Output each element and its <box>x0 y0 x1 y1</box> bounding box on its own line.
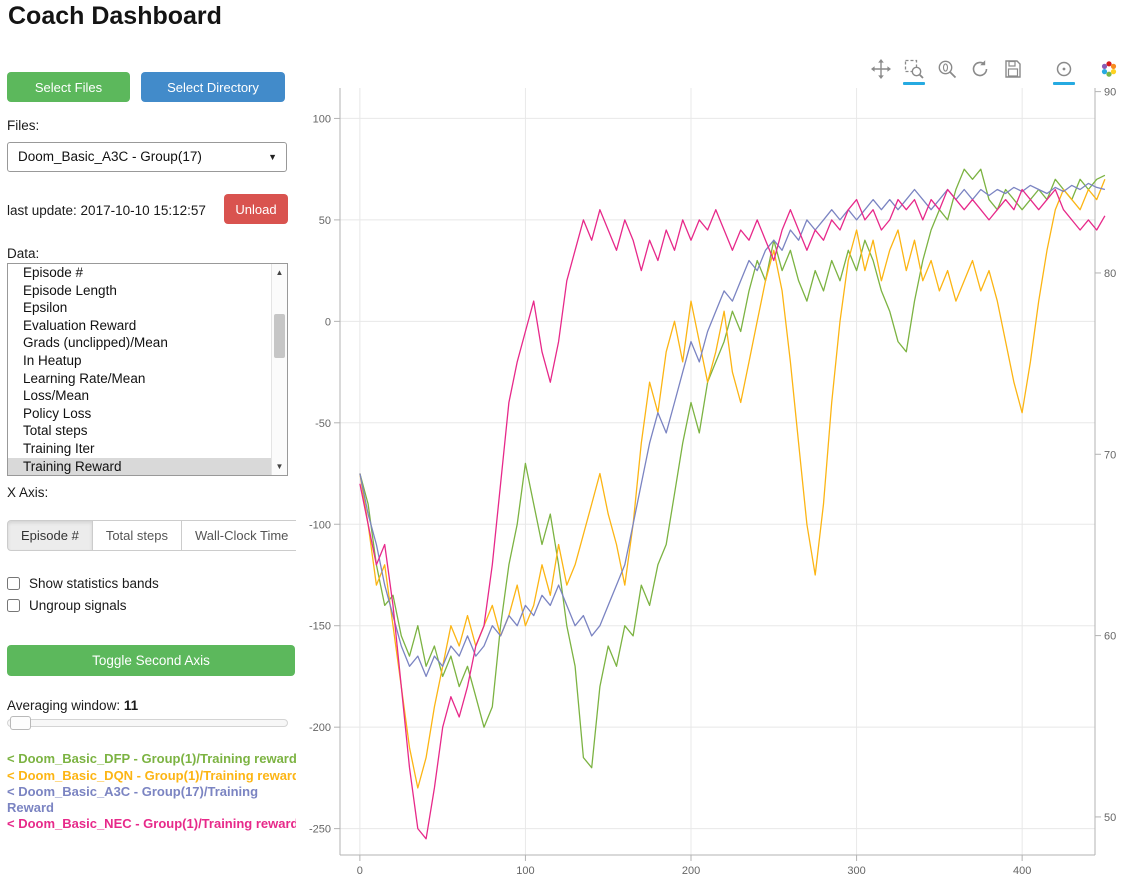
ungroup-signals-checkbox[interactable] <box>7 598 20 612</box>
scroll-down-icon[interactable]: ▼ <box>275 462 284 471</box>
axis-tick-label: 60 <box>1104 631 1116 643</box>
axis-tick-label: 50 <box>1104 812 1116 824</box>
page-title: Coach Dashboard <box>8 2 222 30</box>
unload-button[interactable]: Unload <box>224 194 288 224</box>
legend-entry: < Doom_Basic_DQN - Group(1)/Training rew… <box>7 767 300 783</box>
legend-entry: < Doom_Basic_DFP - Group(1)/Training rew… <box>7 751 297 766</box>
select-files-button[interactable]: Select Files <box>7 72 130 102</box>
chart-line <box>359 182 1106 678</box>
data-list-item[interactable]: Learning Rate/Mean <box>23 370 146 386</box>
data-list-item[interactable]: Training Reward <box>8 457 287 475</box>
axis-tick-label: -50 <box>315 418 331 430</box>
axis-tick-label: 100 <box>313 113 331 125</box>
dropdown-arrow-icon: ▼ <box>268 152 277 162</box>
files-label: Files: <box>7 118 40 133</box>
axis-tick-label: -200 <box>309 722 331 734</box>
data-list-item[interactable]: Loss/Mean <box>23 388 90 404</box>
axis-tick-label: 50 <box>319 215 331 227</box>
averaging-window-slider[interactable] <box>7 716 288 730</box>
x-axis-option-wall-clock-time[interactable]: Wall-Clock Time <box>180 520 303 551</box>
x-axis-option-episode-[interactable]: Episode # <box>7 520 93 551</box>
scrollbar-thumb[interactable] <box>274 314 285 358</box>
box-zoom-icon[interactable] <box>903 58 925 85</box>
legend: < Doom_Basic_DFP - Group(1)/Training rew… <box>7 751 307 833</box>
axis-tick-label: -150 <box>309 621 331 633</box>
data-list-item[interactable]: Epsilon <box>23 300 68 316</box>
data-list-item[interactable]: Grads (unclipped)/Mean <box>23 335 168 351</box>
chart-line <box>359 168 1106 769</box>
axis-tick-label: 200 <box>682 865 700 874</box>
averaging-window-label: Averaging window: <box>7 698 121 713</box>
checkbox-group: Show statistics bands Ungroup signals <box>7 572 159 616</box>
data-list-items: Episode # Episode Length Epsilon Evaluation… <box>8 264 287 475</box>
data-list-item[interactable]: In Heatup <box>23 352 82 368</box>
toggle-second-axis-button[interactable]: Toggle Second Axis <box>7 645 295 676</box>
axis-tick-label: 0 <box>357 865 363 874</box>
slider-thumb[interactable] <box>10 716 31 730</box>
data-list-scrollbar[interactable]: ▲ ▼ <box>271 264 287 475</box>
hover-icon[interactable] <box>1053 58 1075 85</box>
axis-tick-label: 0 <box>325 316 331 328</box>
active-tool-underline <box>903 82 925 85</box>
data-list-item[interactable]: Policy Loss <box>23 405 92 421</box>
x-axis-label: X Axis: <box>7 485 49 500</box>
data-list-item[interactable]: Total steps <box>23 423 88 439</box>
files-select-value: Doom_Basic_A3C - Group(17) <box>18 149 202 164</box>
plot-canvas[interactable]: -250 -200 -150 -100 -50 0 50 100 50 60 70 80 90 0 100 2… <box>296 86 1142 874</box>
averaging-window-row: Averaging window: 11 <box>7 698 138 713</box>
x-axis-button-group: Episode # Total steps Wall-Clock Time <box>7 520 303 551</box>
chart-line <box>359 179 1106 789</box>
reset-icon[interactable] <box>969 58 991 85</box>
last-update-text: last update: 2017-10-10 15:12:57 <box>7 203 206 218</box>
data-list[interactable]: Episode # Episode Length Epsilon Evaluation… <box>7 263 288 476</box>
axis-tick-label: 80 <box>1104 268 1116 280</box>
data-label: Data: <box>7 246 40 261</box>
pan-icon[interactable] <box>870 58 892 85</box>
active-tool-underline <box>1053 82 1075 85</box>
wheel-zoom-icon[interactable] <box>936 58 958 85</box>
bokeh-logo[interactable] <box>1098 58 1120 85</box>
select-directory-button[interactable]: Select Directory <box>141 72 285 102</box>
x-axis-option-total-steps[interactable]: Total steps <box>91 520 182 551</box>
chart-line <box>359 188 1106 840</box>
scroll-up-icon[interactable]: ▲ <box>275 268 284 277</box>
show-statistics-bands-checkbox[interactable] <box>7 576 20 590</box>
files-select[interactable]: Doom_Basic_A3C - Group(17) ▼ <box>7 142 287 172</box>
axis-tick-label: 300 <box>847 865 865 874</box>
axis-tick-label: -250 <box>309 824 331 836</box>
axis-tick-label: 90 <box>1104 87 1116 99</box>
data-list-item[interactable]: Evaluation Reward <box>23 317 137 333</box>
data-list-item[interactable]: Episode # <box>23 265 84 280</box>
axis-tick-label: 100 <box>516 865 534 874</box>
checkbox-label: Show statistics bands <box>29 575 159 591</box>
legend-entry: < Doom_Basic_NEC - Group(1)/Training rew… <box>7 816 299 831</box>
save-icon[interactable] <box>1002 58 1024 85</box>
axis-tick-label: 400 <box>1013 865 1031 874</box>
data-list-item[interactable]: Episode Length <box>23 282 117 298</box>
chart-area: -250 -200 -150 -100 -50 0 50 100 50 60 70 80 90 0 100 2… <box>296 58 1142 878</box>
data-list-item[interactable]: Training Iter <box>23 440 95 456</box>
checkbox-label: Ungroup signals <box>29 597 127 613</box>
axis-tick-label: 70 <box>1104 449 1116 461</box>
plot-toolbar <box>870 58 1120 85</box>
averaging-window-value: 11 <box>123 698 139 713</box>
legend-entry: < Doom_Basic_A3C - Group(17)/Training Re… <box>7 784 259 815</box>
axis-tick-label: -100 <box>309 519 331 531</box>
